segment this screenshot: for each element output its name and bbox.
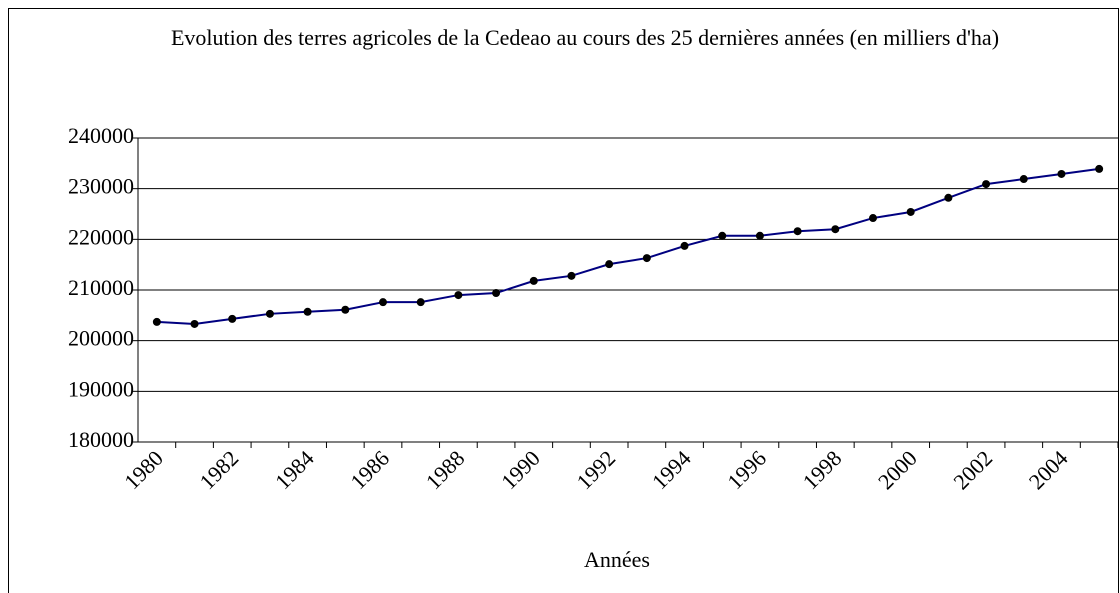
- data-point: [831, 225, 840, 234]
- data-point: [341, 305, 350, 314]
- data-point: [379, 298, 387, 307]
- x-tick-label: 1980: [119, 445, 168, 494]
- y-tick-label: 210000: [68, 275, 134, 300]
- data-point: [793, 227, 802, 236]
- y-tick-label: 220000: [68, 224, 134, 249]
- data-point: [605, 260, 614, 269]
- x-tick-label: 2004: [1024, 445, 1073, 494]
- y-tick-label: 240000: [68, 123, 134, 148]
- data-point: [944, 193, 953, 202]
- data-point: [265, 309, 274, 318]
- series-line: [156, 167, 1100, 325]
- data-point: [152, 317, 161, 326]
- data-point: [1057, 169, 1066, 178]
- x-tick-label: 1990: [496, 445, 545, 494]
- data-point: [982, 180, 991, 189]
- x-tick-label: 2002: [948, 445, 997, 494]
- y-tick-label: 190000: [68, 376, 134, 401]
- y-tick-label: 200000: [68, 326, 134, 351]
- data-point: [416, 298, 425, 307]
- x-axis-label: Années: [584, 547, 650, 572]
- x-tick-label: 1998: [798, 445, 847, 494]
- data-point: [642, 254, 651, 263]
- data-point: [303, 307, 312, 316]
- x-tick-label: 1992: [571, 445, 620, 494]
- data-point: [680, 241, 689, 250]
- data-point: [1095, 164, 1104, 173]
- data-point: [1019, 175, 1028, 184]
- y-tick-label: 180000: [68, 427, 134, 452]
- data-point: [492, 289, 501, 298]
- x-tick-label: 1984: [270, 445, 319, 494]
- chart-title: Evolution des terres agricoles de la Ced…: [170, 25, 1000, 50]
- data-point: [869, 214, 877, 223]
- data-point: [454, 291, 463, 300]
- data-point: [567, 271, 576, 280]
- data-point: [190, 319, 199, 328]
- x-tick-label: 1988: [421, 445, 470, 494]
- data-point: [228, 314, 237, 323]
- data-point: [718, 231, 727, 240]
- y-tick-label: 230000: [68, 174, 134, 199]
- x-tick-label: 1982: [195, 445, 244, 494]
- x-tick-label: 2000: [873, 445, 922, 494]
- x-tick-label: 1986: [345, 445, 394, 494]
- x-tick-label: 1996: [722, 445, 771, 494]
- data-point: [529, 276, 538, 285]
- chart-border: [8, 8, 1119, 593]
- data-point: [755, 231, 764, 240]
- data-point: [906, 207, 915, 216]
- x-tick-label: 1994: [647, 445, 696, 494]
